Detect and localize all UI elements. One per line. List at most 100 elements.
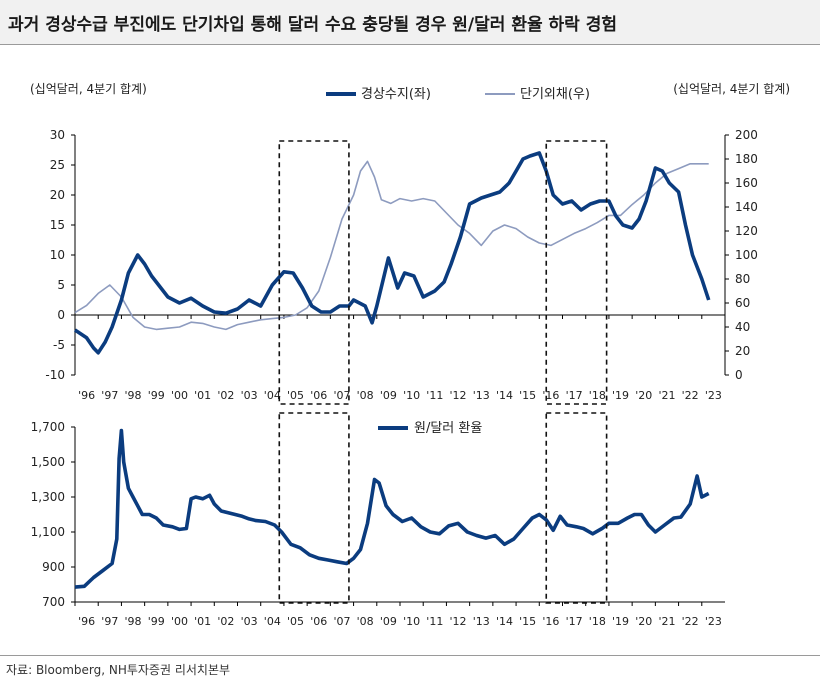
legend-current-account-label: 경상수지(좌) (361, 87, 431, 102)
x-tick-label: '16 (542, 615, 559, 628)
x-tick-label: '15 (519, 615, 536, 628)
x-tick-label: '16 (542, 389, 559, 402)
x-tick-label: '96 (78, 615, 95, 628)
x-tick-label: '99 (148, 615, 165, 628)
fx-y-tick-label: 900 (42, 560, 65, 574)
x-tick-label: '04 (264, 389, 281, 402)
bottom-chart: 700 900 1,100 1,300 1,500 1,700 '96 '97 '98 '99 '0… (31, 412, 725, 628)
x-tick-label: '03 (241, 615, 258, 628)
x-tick-label: '01 (194, 615, 211, 628)
x-tick-label: '98 (125, 615, 142, 628)
highlight-box-2 (545, 140, 608, 405)
title-bar: 과거 경상수급 부진에도 단기차입 통해 달러 수요 충당될 경우 원/달러 환… (0, 0, 820, 45)
fx-y-tick-label: 700 (42, 595, 65, 609)
left-y-tick-label: 15 (50, 218, 65, 232)
x-tick-label: '06 (310, 389, 327, 402)
x-tick-label: '03 (241, 389, 258, 402)
x-tick-label: '04 (264, 615, 281, 628)
bottom-rule (0, 655, 820, 656)
x-tick-label: '10 (403, 389, 420, 402)
x-tick-label: '18 (589, 389, 606, 402)
fx-y-tick-label: 1,300 (31, 490, 65, 504)
left-y-tick-label: 5 (57, 278, 65, 292)
right-y-tick-label: 60 (735, 296, 750, 310)
x-tick-label: '07 (333, 389, 350, 402)
left-axis-unit: (십억달러, 4분기 합계) (30, 82, 147, 96)
right-y-tick-label: 120 (735, 224, 758, 238)
x-tick-label: '15 (519, 389, 536, 402)
x-tick-label: '12 (450, 615, 467, 628)
right-y-tick-label: 100 (735, 248, 758, 262)
x-tick-label: '06 (310, 615, 327, 628)
highlight-box-1 (278, 412, 350, 604)
right-y-tick-label: 80 (735, 272, 750, 286)
x-tick-label: '20 (635, 615, 652, 628)
left-y-tick-label: 0 (57, 308, 65, 322)
x-tick-label: '97 (101, 389, 118, 402)
x-tick-label: '22 (682, 615, 699, 628)
x-tick-label: '05 (287, 389, 304, 402)
x-tick-label: '23 (705, 615, 722, 628)
chart-title: 과거 경상수급 부진에도 단기차입 통해 달러 수요 충당될 경우 원/달러 환… (8, 15, 617, 35)
fx-y-tick-label: 1,700 (31, 420, 65, 434)
x-tick-label: '00 (171, 615, 188, 628)
left-y-tick-label: 20 (50, 188, 65, 202)
x-tick-label: '10 (403, 615, 420, 628)
right-y-tick-label: 200 (735, 128, 758, 142)
left-y-tick-label: 25 (50, 158, 65, 172)
left-y-tick-label: -5 (53, 338, 65, 352)
x-tick-label: '21 (658, 389, 675, 402)
x-tick-label: '14 (496, 389, 513, 402)
x-tick-label: '05 (287, 615, 304, 628)
x-tick-label: '12 (450, 389, 467, 402)
x-tick-label: '00 (171, 389, 188, 402)
highlight-box-2 (545, 412, 608, 604)
source-note: 자료: Bloomberg, NH투자증권 리서치본부 (6, 663, 231, 677)
x-tick-label: '20 (635, 389, 652, 402)
x-tick-label: '96 (78, 389, 95, 402)
x-tick-label: '18 (589, 615, 606, 628)
legend-short-debt-label: 단기외채(우) (520, 87, 590, 102)
x-tick-label: '17 (566, 389, 583, 402)
x-tick-label: '99 (148, 389, 165, 402)
x-tick-label: '07 (333, 615, 350, 628)
right-y-tick-label: 160 (735, 176, 758, 190)
highlight-box-1 (278, 140, 350, 405)
fx-y-tick-label: 1,100 (31, 525, 65, 539)
x-tick-label: '13 (473, 389, 490, 402)
right-axis-unit: (십억달러, 4분기 합계) (673, 82, 790, 96)
x-tick-label: '19 (612, 615, 629, 628)
x-tick-label: '11 (426, 389, 443, 402)
right-y-tick-label: 20 (735, 344, 750, 358)
series-line-current-account (73, 151, 711, 355)
x-tick-label: '09 (380, 615, 397, 628)
x-tick-label: '98 (125, 389, 142, 402)
x-tick-label: '23 (705, 389, 722, 402)
x-tick-label: '08 (357, 389, 374, 402)
x-tick-label: '02 (217, 615, 234, 628)
x-tick-label: '11 (426, 615, 443, 628)
right-y-tick-label: 180 (735, 152, 758, 166)
x-tick-label: '21 (658, 615, 675, 628)
x-tick-label: '17 (566, 615, 583, 628)
left-y-tick-label: 30 (50, 128, 65, 142)
x-tick-label: '13 (473, 615, 490, 628)
left-y-tick-label: -10 (45, 368, 65, 382)
left-y-tick-label: 10 (50, 248, 65, 262)
x-tick-label: '01 (194, 389, 211, 402)
right-y-tick-label: 40 (735, 320, 750, 334)
series-line-short-term-debt (74, 160, 709, 331)
legend-fx-label: 원/달러 환율 (414, 421, 482, 436)
right-y-tick-label: 0 (735, 368, 743, 382)
top-chart: -10 -5 0 5 10 15 20 25 30 0 20 40 60 80 100 120 140 160 18… (45, 128, 758, 405)
fx-y-tick-label: 1,500 (31, 455, 65, 469)
series-line-krw-usd (74, 428, 710, 589)
x-tick-label: '19 (612, 389, 629, 402)
x-tick-label: '09 (380, 389, 397, 402)
right-y-tick-label: 140 (735, 200, 758, 214)
x-tick-label: '02 (217, 389, 234, 402)
x-tick-label: '14 (496, 615, 513, 628)
x-tick-label: '97 (101, 615, 118, 628)
x-tick-label: '22 (682, 389, 699, 402)
